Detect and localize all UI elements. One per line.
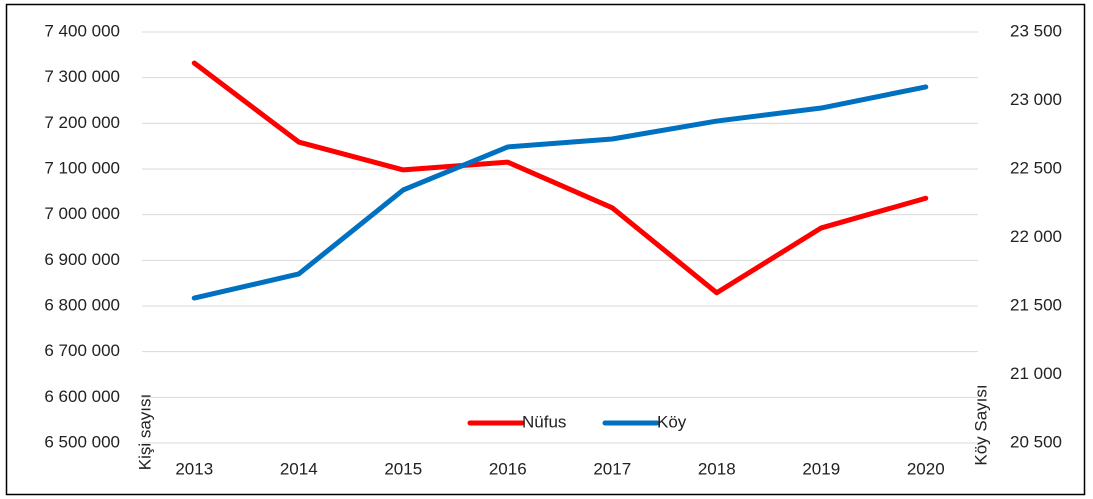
y2-axis-title: Köy Sayısı xyxy=(971,384,990,465)
y2-tick-label: 21 500 xyxy=(1010,295,1062,314)
chart-border xyxy=(5,3,1086,496)
legend-label: Köy xyxy=(657,412,687,431)
y-tick-label: 6 700 000 xyxy=(44,341,120,360)
x-tick-label: 2014 xyxy=(280,459,318,478)
y-tick-label: 7 100 000 xyxy=(44,158,120,177)
x-tick-label: 2016 xyxy=(489,459,527,478)
y2-tick-label: 22 500 xyxy=(1010,158,1062,177)
legend-label: Nüfus xyxy=(522,412,566,431)
y2-tick-label: 23 000 xyxy=(1010,90,1062,109)
y2-tick-label: 22 000 xyxy=(1010,227,1062,246)
y-tick-label: 6 500 000 xyxy=(44,432,120,451)
y-tick-label: 7 400 000 xyxy=(44,21,120,40)
x-tick-label: 2019 xyxy=(802,459,840,478)
y-tick-label: 7 000 000 xyxy=(44,204,120,223)
x-tick-label: 2018 xyxy=(698,459,736,478)
x-tick-label: 2017 xyxy=(593,459,631,478)
y-tick-label: 7 300 000 xyxy=(44,67,120,86)
y-axis-title: Kişi sayısı xyxy=(135,394,154,471)
y2-tick-label: 21 000 xyxy=(1010,364,1062,383)
y-tick-label: 6 900 000 xyxy=(44,250,120,269)
y2-tick-label: 23 500 xyxy=(1010,21,1062,40)
x-tick-label: 2015 xyxy=(384,459,422,478)
x-tick-label: 2013 xyxy=(175,459,213,478)
y-tick-label: 6 600 000 xyxy=(44,387,120,406)
y-tick-label: 7 200 000 xyxy=(44,113,120,132)
series-line xyxy=(191,84,929,301)
y-tick-label: 6 800 000 xyxy=(44,295,120,314)
y2-tick-label: 20 500 xyxy=(1010,432,1062,451)
series-line xyxy=(191,60,929,296)
x-tick-label: 2020 xyxy=(907,459,945,478)
